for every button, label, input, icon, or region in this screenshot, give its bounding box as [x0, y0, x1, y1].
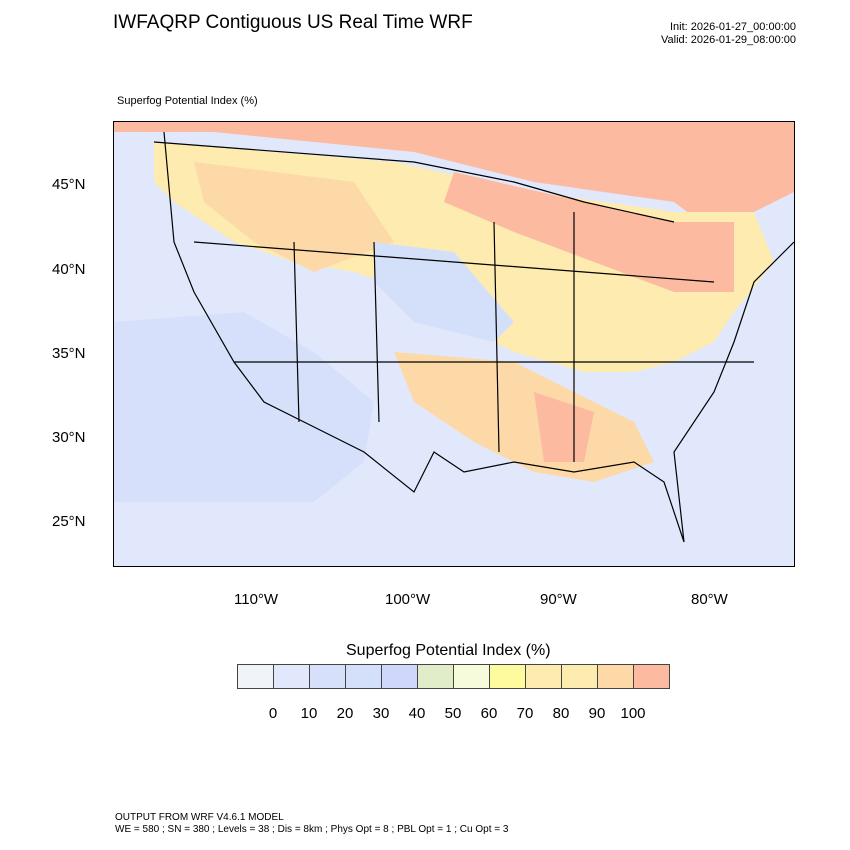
lon-label: 100°W	[385, 591, 431, 608]
lat-label: 45°N	[52, 176, 86, 193]
time-info: Init: 2026-01-27_00:00:00 Valid: 2026-01…	[661, 21, 796, 47]
colorbar-label: 10	[300, 705, 318, 722]
footer-line-1: OUTPUT FROM WRF V4.6.1 MODEL	[115, 812, 284, 823]
colorbar-box	[310, 665, 346, 688]
colorbar-box	[454, 665, 490, 688]
upper-midwest-high	[444, 172, 734, 292]
model-footer: OUTPUT FROM WRF V4.6.1 MODEL WE = 580 ; …	[115, 812, 508, 836]
init-time: Init: 2026-01-27_00:00:00	[670, 21, 796, 33]
colorbar-label: 60	[480, 705, 498, 722]
lon-label: 90°W	[540, 591, 577, 608]
lat-label: 35°N	[52, 345, 86, 362]
colorbar-label: 20	[336, 705, 354, 722]
colorbar-box	[598, 665, 634, 688]
lat-label: 25°N	[52, 513, 86, 530]
colorbar-title: Superfog Potential Index (%)	[346, 642, 551, 659]
lon-label: 80°W	[691, 591, 728, 608]
plot-title: IWFAQRP Contiguous US Real Time WRF	[113, 12, 473, 33]
us-canada-border	[153, 141, 675, 223]
map-canvas	[114, 122, 795, 566]
colorbar-box	[526, 665, 562, 688]
colorbar-label: 30	[372, 705, 390, 722]
colorbar-label: 90	[588, 705, 606, 722]
colorbar-label: 100	[620, 705, 646, 722]
colorbar	[237, 664, 670, 689]
canada-region	[114, 122, 794, 232]
colorbar-label: 80	[552, 705, 570, 722]
colorbar-box	[418, 665, 454, 688]
colorbar-label: 70	[516, 705, 534, 722]
state-lines	[193, 212, 754, 462]
colorbar-box	[346, 665, 382, 688]
plains-low	[374, 242, 514, 342]
map-panel	[113, 121, 795, 567]
south-high	[394, 352, 654, 482]
southwest-low	[114, 312, 374, 502]
colorbar-label: 50	[444, 705, 462, 722]
colorbar-box	[490, 665, 526, 688]
valid-time: Valid: 2026-01-29_08:00:00	[661, 34, 796, 46]
deep-south-high	[534, 392, 594, 462]
footer-line-2: WE = 580 ; SN = 380 ; Levels = 38 ; Dis …	[115, 824, 509, 835]
lat-label: 40°N	[52, 261, 86, 278]
colorbar-label: 0	[268, 705, 278, 722]
boundaries	[153, 131, 795, 543]
lat-label: 30°N	[52, 429, 86, 446]
coastline	[163, 131, 795, 543]
colorbar-box	[382, 665, 418, 688]
colorbar-box	[238, 665, 274, 688]
colorbar-box	[274, 665, 310, 688]
colorbar-box	[634, 665, 669, 688]
colorbar-box	[562, 665, 598, 688]
field-title: Superfog Potential Index (%)	[117, 95, 258, 107]
lon-label: 110°W	[234, 591, 279, 608]
colorbar-label: 40	[408, 705, 426, 722]
northwest-high	[194, 162, 394, 272]
